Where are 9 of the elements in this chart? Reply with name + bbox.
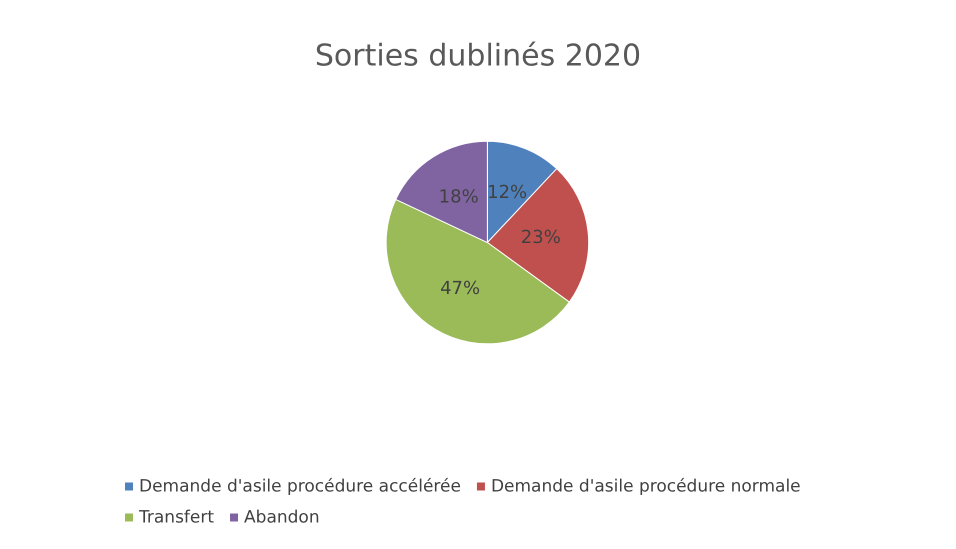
data-label: 47% [440,278,480,300]
data-label: 12% [487,182,528,204]
legend-label: Abandon [244,508,320,528]
data-label: 23% [520,226,561,248]
legend-label: Demande d'asile procédure normale [490,476,801,496]
chart-title: Sorties dublinés 2020 [314,38,642,74]
legend-label: Demande d'asile procédure accélérée [139,476,461,496]
data-label: 18% [438,186,479,208]
legend-label: Transfert [138,508,214,528]
